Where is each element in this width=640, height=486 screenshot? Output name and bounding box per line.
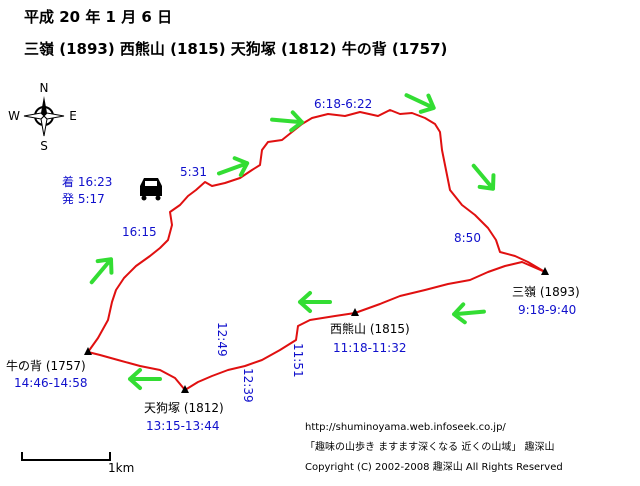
compass-s: S [40,139,48,153]
peak-name: 西熊山 (1815) [330,321,410,336]
peak-time: 11:18-11:32 [333,341,407,355]
time-label: 11:51 [291,343,305,378]
time-label: 12:39 [241,368,255,403]
scale-label: 1km [108,461,134,475]
compass-e: E [69,109,77,123]
date: 平成 20 年 1 月 6 日 [24,8,172,26]
route [87,109,546,391]
compass-n: N [40,81,49,95]
car-icon [140,178,162,201]
scale-bar [21,452,111,461]
peak-time: 14:46-14:58 [14,376,88,390]
parking-arrive: 着 16:23 [62,174,112,189]
time-label: 12:49 [215,322,229,357]
peak-time: 9:18-9:40 [518,303,576,317]
time-label: 8:50 [454,231,481,245]
compass: N S E W [8,81,77,153]
parking-depart: 発 5:17 [62,192,105,206]
peak-time: 13:15-13:44 [146,419,220,433]
time-label: 6:18-6:22 [314,97,372,111]
time-label: 5:31 [180,165,207,179]
direction-arrows [89,93,496,390]
footer-url: http://shuminoyama.web.infoseek.co.jp/ [305,422,506,433]
footer-copyright: Copyright (C) 2002-2008 趣深山 All Rights R… [305,460,563,473]
footer-tagline: 「趣味の山歩き ますます深くなる 近くの山域」 趣深山 [305,440,555,453]
peak-name: 天狗塚 (1812) [144,401,224,415]
peak-name: 三嶺 (1893) [512,285,580,299]
time-label: 16:15 [122,225,157,239]
compass-w: W [8,109,20,123]
route-title: 三嶺 (1893) 西熊山 (1815) 天狗塚 (1812) 牛の背 (175… [24,40,447,58]
peak-markers [84,267,549,393]
peak-name: 牛の背 (1757) [6,358,86,373]
